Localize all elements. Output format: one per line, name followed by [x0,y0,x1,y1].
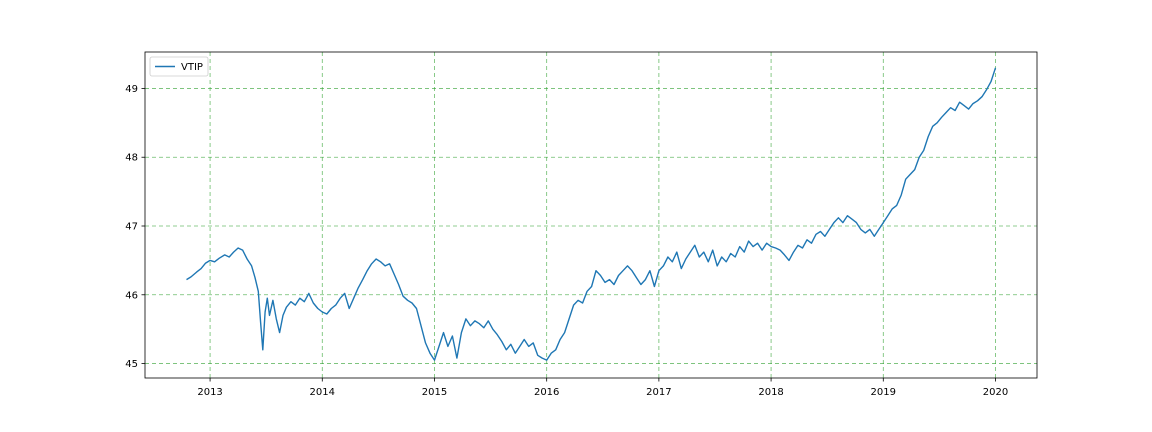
y-tick-label-45: 45 [125,359,138,370]
x-tick-label-2016: 2016 [534,387,559,398]
legend-label-vtip: VTIP [181,62,203,73]
y-tick-label-49: 49 [125,84,138,95]
x-tick-label-2017: 2017 [646,387,671,398]
x-tick-label-2013: 2013 [197,387,222,398]
series-line-vtip [186,67,997,361]
x-tick-label-2018: 2018 [758,387,783,398]
y-tick-label-46: 46 [125,290,138,301]
x-tick-label-2020: 2020 [983,387,1008,398]
x-tick-label-2019: 2019 [871,387,896,398]
grid-layer [145,52,1037,378]
x-axis: 2013 2014 2015 2016 2017 2018 2019 2020 [197,378,1008,398]
x-tick-label-2014: 2014 [310,387,335,398]
series-layer [186,67,997,361]
x-tick-label-2015: 2015 [422,387,447,398]
plot-frame [144,51,1038,379]
y-tick-label-48: 48 [125,153,138,164]
y-axis: 45 46 47 48 49 [125,84,145,370]
legend: VTIP [149,56,209,77]
legend-box [149,56,209,77]
y-tick-label-47: 47 [125,222,138,233]
